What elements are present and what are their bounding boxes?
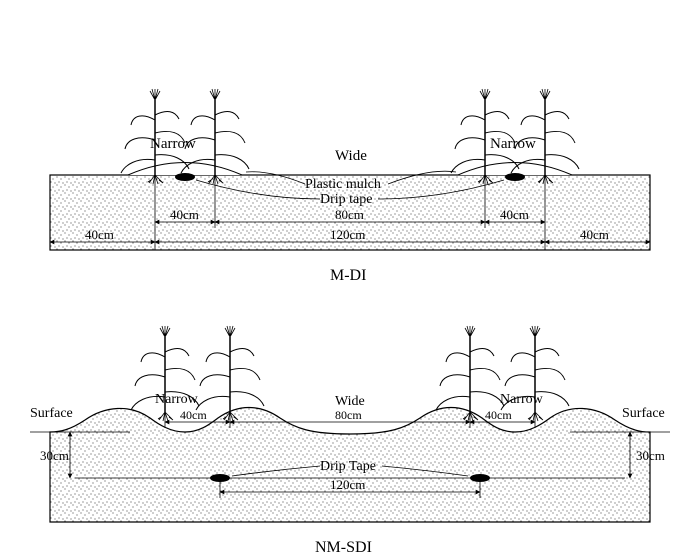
dim-40-inner-right: 40cm [500, 207, 529, 222]
dim-120-top: 120cm [330, 227, 365, 242]
dim-40-inner-left: 40cm [170, 207, 199, 222]
label-surface-left: Surface [30, 406, 73, 421]
depth-right: 30cm [636, 448, 665, 463]
label-narrow-right-bottom: Narrow [500, 392, 544, 407]
depth-left: 30cm [40, 448, 69, 463]
label-plastic-mulch: Plastic mulch [305, 177, 381, 192]
label-surface-right: Surface [622, 406, 665, 421]
diagram-svg: Narrow Wide Narrow Plastic mulch Drip ta… [0, 0, 700, 560]
label-drip-tape-bottom: Drip Tape [320, 459, 376, 474]
label-narrow-left-bottom: Narrow [155, 392, 199, 407]
dim-80-b: 80cm [335, 408, 362, 422]
panel-nmsdi: Surface Surface Narrow Wide Narrow 40cm … [30, 326, 670, 556]
label-wide-top: Wide [335, 148, 367, 164]
dim-120-b: 120cm [330, 477, 365, 492]
panel-mdi: Narrow Wide Narrow Plastic mulch Drip ta… [50, 89, 650, 284]
drip-tape-left-top [175, 173, 195, 181]
diagram-container: Narrow Wide Narrow Plastic mulch Drip ta… [0, 0, 700, 560]
drip-tape-right-top [505, 173, 525, 181]
dim-40-b-left: 40cm [180, 408, 207, 422]
dim-40-outer-left: 40cm [85, 227, 114, 242]
dim-80-top: 80cm [335, 207, 364, 222]
label-narrow-right-top: Narrow [490, 136, 536, 152]
dim-40-b-right: 40cm [485, 408, 512, 422]
label-narrow-left-top: Narrow [150, 136, 196, 152]
dim-40-outer-right: 40cm [580, 227, 609, 242]
title-nmsdi: NM-SDI [315, 539, 372, 556]
title-mdi: M-DI [330, 267, 366, 284]
label-drip-tape-top: Drip tape [320, 192, 372, 207]
label-wide-bottom: Wide [335, 394, 365, 409]
